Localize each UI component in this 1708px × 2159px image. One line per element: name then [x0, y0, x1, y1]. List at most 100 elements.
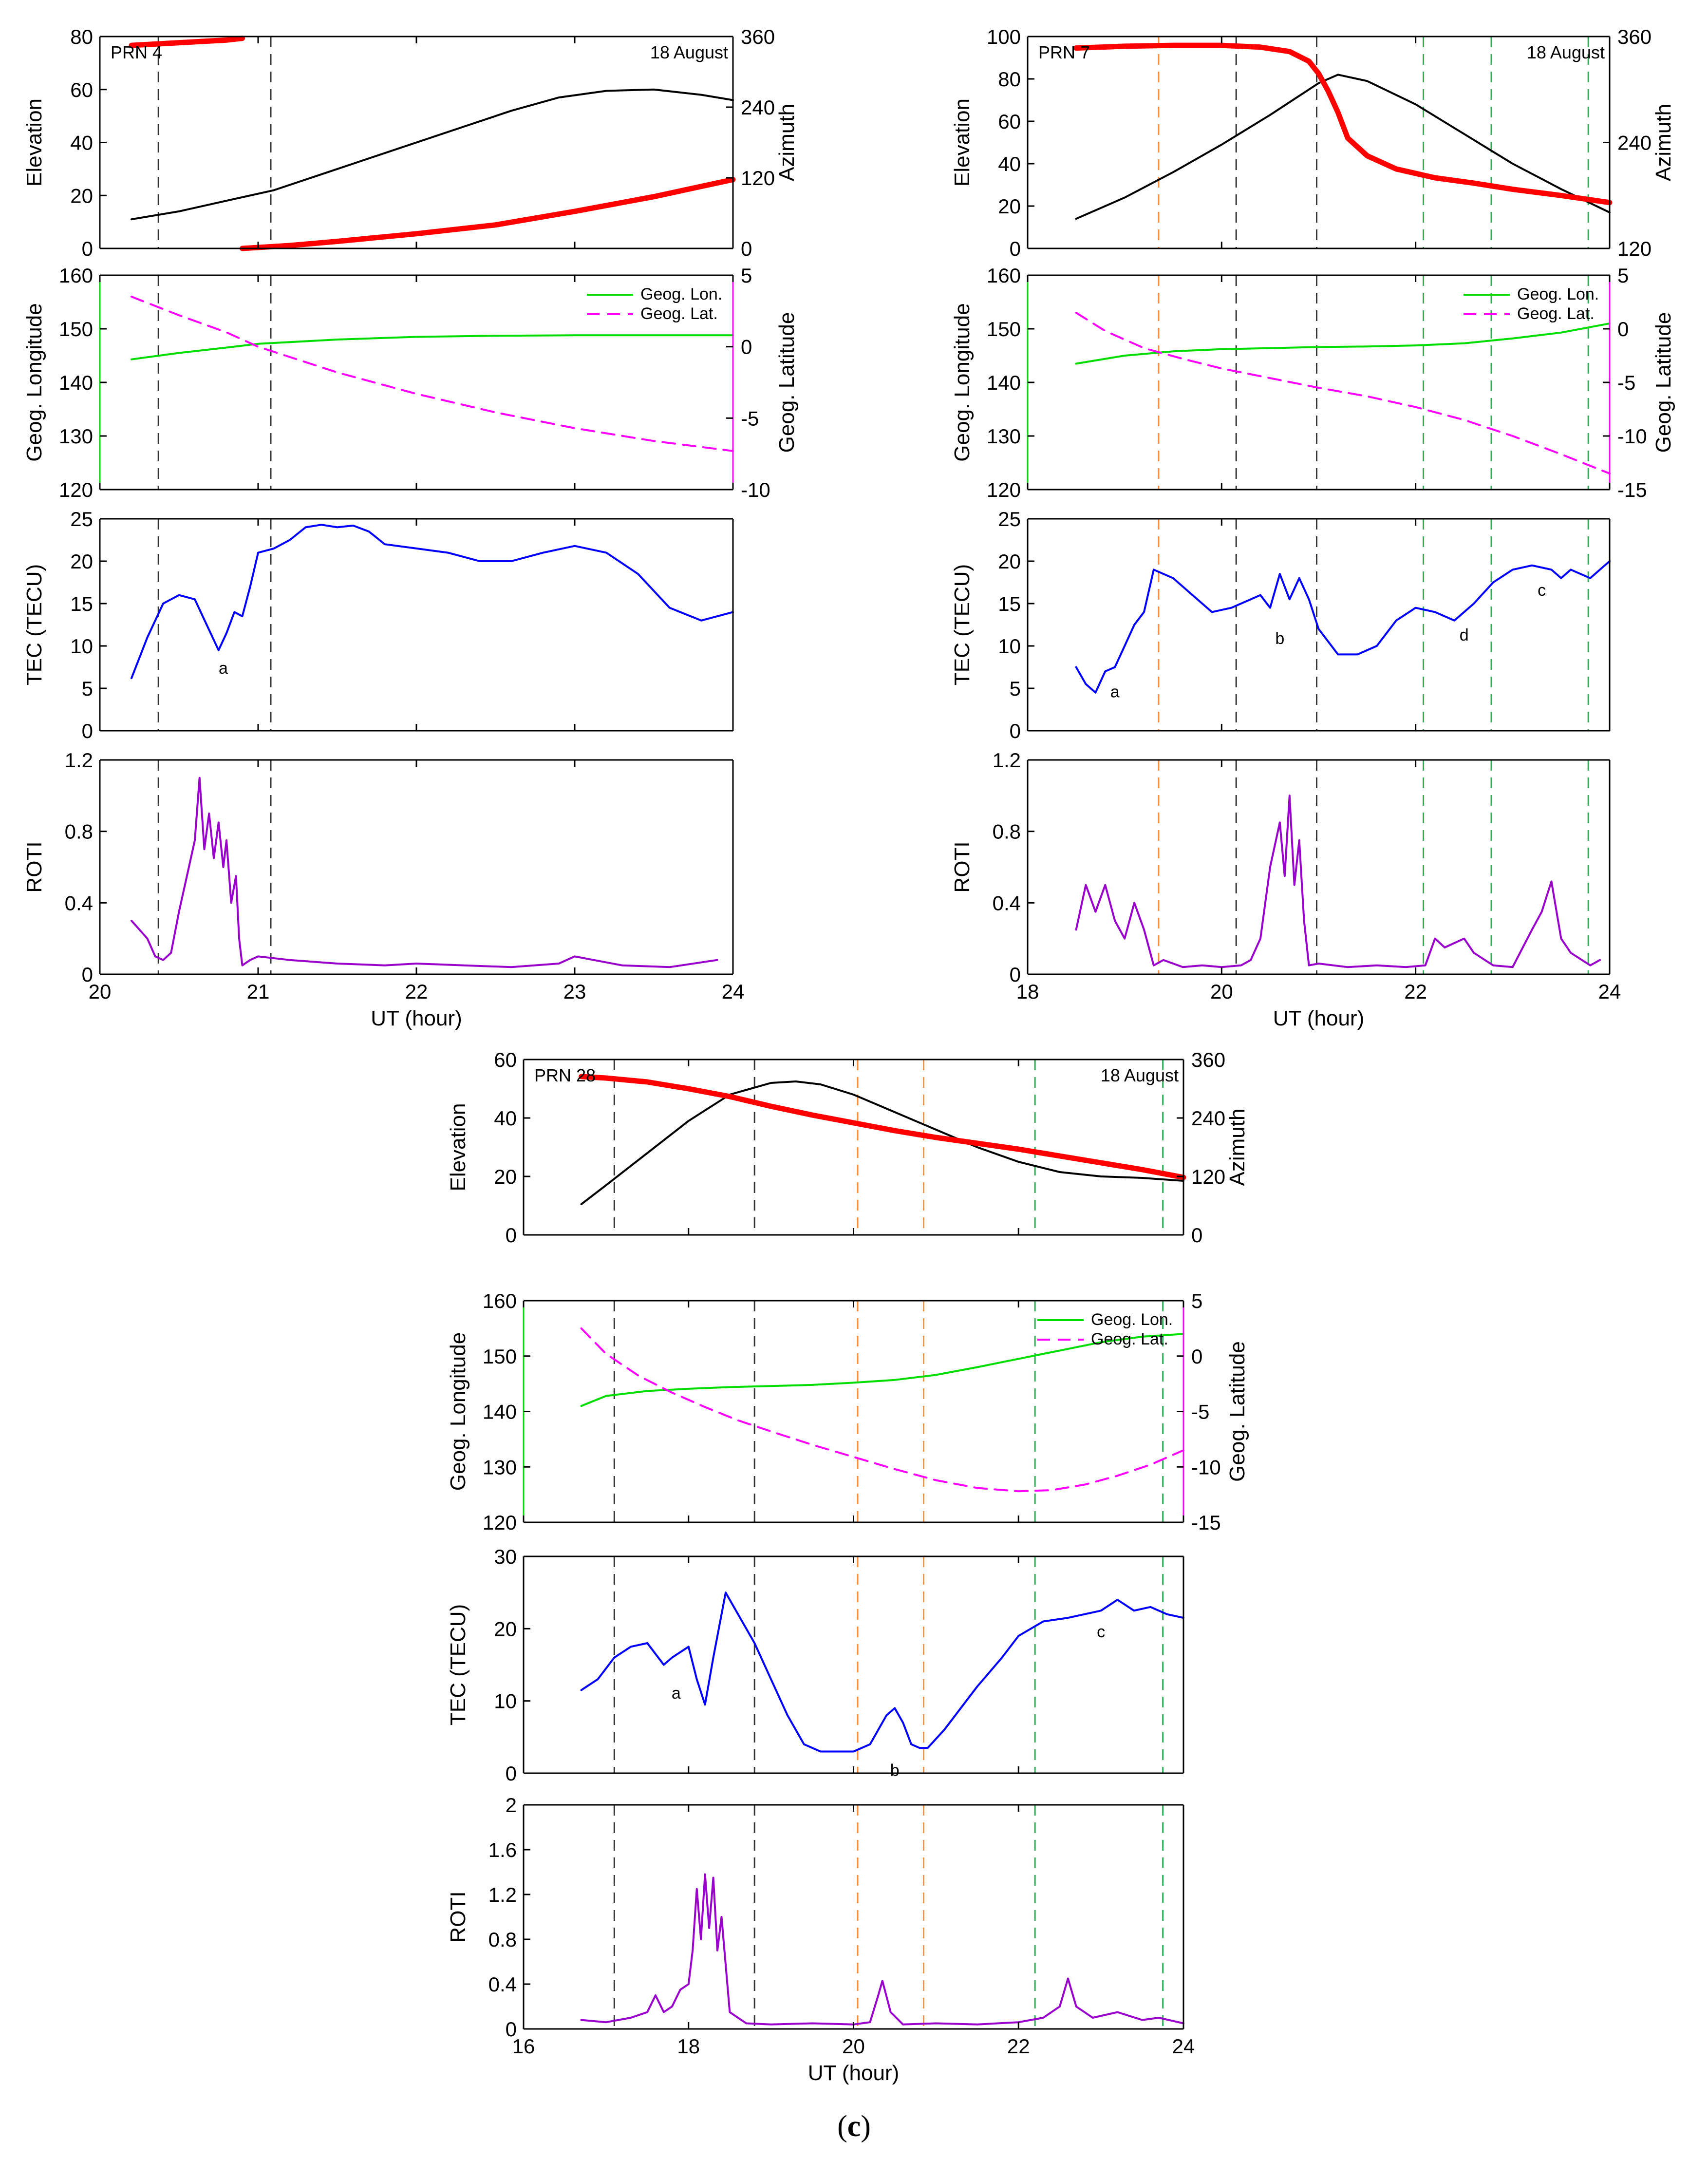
panel-2: 120 130 140 150 160 -10 -5 0 5 Geog. Longitude Geo…: [22, 264, 799, 501]
series-tec: [580, 1591, 1184, 1753]
y-tick-label: 25: [998, 508, 1021, 530]
legend-label: Geog. Lat.: [640, 304, 718, 323]
y-tick-label: 1.2: [993, 749, 1021, 772]
y-tick-label: 15: [70, 592, 93, 615]
y-tick-label: 130: [987, 425, 1021, 448]
y-tick-label: 0.8: [993, 820, 1021, 843]
y-axis-label: TEC (TECU): [446, 1604, 470, 1725]
y-tick-label: 120: [483, 1511, 517, 1534]
y-tick-label: 10: [70, 635, 93, 658]
y2-tick-label: -15: [1191, 1511, 1221, 1534]
feature-label: a: [1110, 683, 1120, 701]
y2-tick-label: 240: [741, 96, 775, 119]
y2-axis-label: Azimuth: [1225, 1109, 1249, 1186]
y-axis-label: Geog. Longitude: [950, 303, 974, 461]
y-tick-label: 140: [59, 371, 93, 394]
series-tec: [1075, 560, 1611, 694]
series-elevation: [580, 1080, 1184, 1205]
panel-1: 0 20 40 60 80 0 120 240 360 Elevation Azimuth PRN 4…: [22, 25, 799, 260]
y2-tick-label: 0: [741, 237, 752, 260]
panel-3: 0 5 10 15 20 25 TEC (TECU) a: [22, 508, 734, 742]
x-tick-label: 24: [1172, 2035, 1195, 2058]
y-tick-label: 40: [70, 132, 93, 154]
y2-tick-label: -5: [1617, 371, 1635, 394]
y-tick-label: 2: [506, 1794, 517, 1817]
y2-tick-label: 0: [1617, 318, 1629, 341]
y-tick-label: 0: [82, 237, 93, 260]
feature-label: d: [1460, 626, 1469, 644]
y2-tick-label: -5: [1191, 1401, 1209, 1423]
y2-axis-label: Geog. Latitude: [775, 312, 799, 453]
y-tick-label: 60: [998, 110, 1021, 133]
y-tick-label: 0: [82, 963, 93, 986]
prn-label: PRN 28: [534, 1065, 596, 1085]
y-tick-label: 120: [59, 478, 93, 501]
y-tick-label: 20: [70, 550, 93, 573]
y-tick-label: 120: [987, 478, 1021, 501]
y-tick-label: 20: [70, 184, 93, 207]
x-tick-label: 22: [1007, 2035, 1030, 2058]
y-tick-label: 150: [987, 318, 1021, 341]
panel-2: 120 130 140 150 160 -15 -10 -5 0 5 Geog. Longitude…: [446, 1289, 1249, 1534]
y-tick-label: 0: [506, 1224, 517, 1247]
series-geog-lat: [1075, 312, 1611, 474]
y-tick-label: 80: [70, 25, 93, 48]
y-axis-label: Elevation: [950, 98, 974, 187]
y-tick-label: 0.4: [65, 891, 93, 914]
y2-tick-label: 240: [1617, 132, 1652, 154]
y-axis-label: ROTI: [950, 841, 974, 892]
x-tick-label: 16: [512, 2035, 535, 2058]
y-tick-label: 30: [494, 1545, 517, 1568]
y-tick-label: 80: [998, 68, 1021, 91]
y-axis-label: Elevation: [22, 98, 46, 187]
y-tick-label: 160: [483, 1289, 517, 1312]
y-tick-label: 40: [494, 1107, 517, 1130]
y-tick-label: 10: [998, 635, 1021, 658]
x-tick-label: 20: [842, 2035, 865, 2058]
y-tick-label: 130: [483, 1456, 517, 1478]
panel-1: 0 20 40 60 80 100 120 240 360 Elevation Azimuth PRN…: [950, 25, 1675, 260]
series-roti: [131, 776, 718, 968]
feature-label: a: [672, 1684, 681, 1703]
panel-2: 120 130 140 150 160 -15 -10 -5 0 5 Geog. Longitude…: [950, 264, 1675, 501]
y-tick-label: 5: [1010, 677, 1021, 700]
legend-label: Geog. Lon.: [1091, 1310, 1173, 1329]
y-tick-label: 60: [70, 78, 93, 101]
y-tick-label: 160: [987, 264, 1021, 287]
x-tick-label: 23: [563, 980, 586, 1003]
y2-tick-label: 0: [1191, 1224, 1202, 1247]
y2-tick-label: 5: [1617, 264, 1629, 287]
y-axis-label: TEC (TECU): [22, 564, 46, 685]
y-tick-label: 0: [506, 1762, 517, 1785]
caption-open-paren: (: [837, 2110, 847, 2143]
y2-tick-label: 120: [1191, 1165, 1225, 1188]
y-tick-label: 0.4: [993, 891, 1021, 914]
y-tick-label: 130: [59, 425, 93, 448]
series-azimuth: [1073, 42, 1613, 206]
y-tick-label: 20: [494, 1165, 517, 1188]
legend-label: Geog. Lat.: [1517, 304, 1595, 323]
y-tick-label: 25: [70, 508, 93, 530]
y2-axis-label: Azimuth: [775, 104, 799, 181]
y2-tick-label: -5: [741, 407, 759, 430]
panel-4: 0 0.4 0.8 1.2 1.6 2 16 18 20 22 24 ROTI UT (hour): [446, 1794, 1195, 2085]
x-tick-label: 24: [1598, 980, 1621, 1003]
y-tick-label: 40: [998, 152, 1021, 175]
feature-label: a: [219, 659, 228, 678]
y2-tick-label: 5: [741, 264, 752, 287]
series-tec: [131, 524, 734, 680]
y2-tick-label: 360: [1191, 1048, 1225, 1071]
y2-tick-label: 240: [1191, 1107, 1225, 1130]
series-roti: [580, 1873, 1184, 2026]
y-tick-label: 150: [483, 1345, 517, 1368]
x-axis-label: UT (hour): [371, 1006, 462, 1030]
y2-tick-label: -10: [741, 478, 770, 501]
y-axis-label: Geog. Longitude: [22, 303, 46, 461]
y2-axis-label: Azimuth: [1652, 104, 1675, 181]
y-tick-label: 10: [494, 1690, 517, 1713]
feature-label: c: [1097, 1623, 1105, 1641]
y2-tick-label: -15: [1617, 478, 1647, 501]
